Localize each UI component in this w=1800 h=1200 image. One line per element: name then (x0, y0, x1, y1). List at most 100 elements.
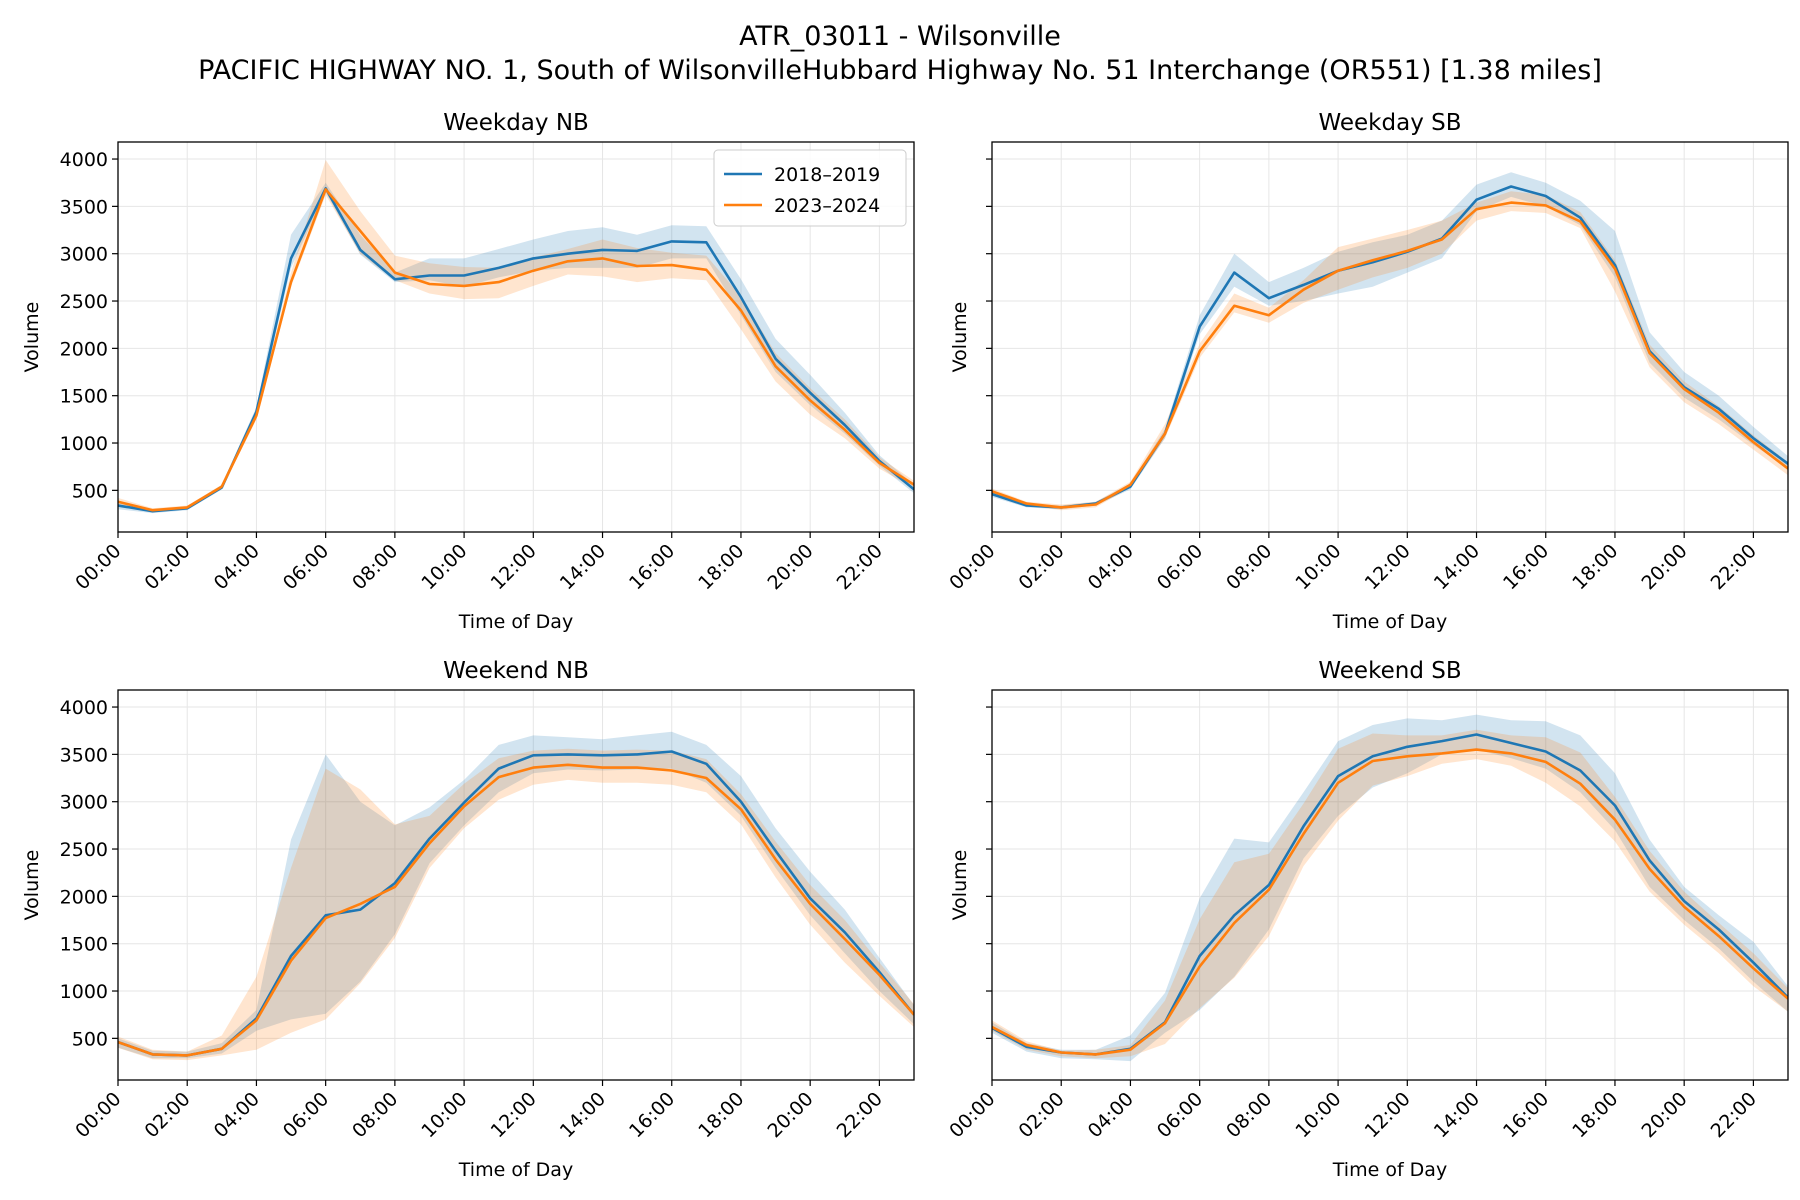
axes-frame (117, 141, 915, 533)
y-tick-label: 2000 (60, 886, 108, 908)
x-axis-label: Time of Day (458, 1159, 573, 1181)
band-2023–2024 (992, 191, 1788, 511)
y-tick-label: 500 (72, 1028, 108, 1050)
band-2023–2024 (118, 748, 914, 1061)
x-axis-label: Time of Day (1332, 611, 1447, 633)
series-line-2023–2024 (118, 188, 914, 512)
axes-frame (117, 689, 915, 1081)
axes-frame (991, 141, 1789, 533)
subplot-title: Weekend SB (1318, 658, 1461, 684)
x-tick-label: 14:00 (556, 1088, 610, 1142)
x-tick-label: 16:00 (1499, 1088, 1553, 1142)
x-tick-label: 10:00 (1291, 540, 1345, 594)
x-tick-label: 00:00 (945, 1088, 999, 1142)
series-line-2018–2019 (118, 187, 914, 513)
y-axis-label: Volume (21, 850, 43, 921)
x-axis-label: Time of Day (1332, 1159, 1447, 1181)
x-tick-label: 18:00 (1568, 1088, 1622, 1142)
x-tick-label: 18:00 (694, 1088, 748, 1142)
y-tick-label: 2500 (60, 839, 108, 861)
x-tick-label: 08:00 (348, 540, 402, 594)
x-tick-label: 04:00 (1084, 540, 1138, 594)
axes-frame (991, 689, 1789, 1081)
x-tick-label: 08:00 (348, 1088, 402, 1142)
x-tick-label: 18:00 (1568, 540, 1622, 594)
subplot-title: Weekday SB (1318, 110, 1461, 136)
x-tick-label: 16:00 (1499, 540, 1553, 594)
y-axis-label: Volume (949, 302, 971, 373)
band-2023–2024 (992, 729, 1788, 1059)
x-tick-label: 00:00 (945, 540, 999, 594)
series-line-2023–2024 (118, 763, 914, 1057)
x-tick-label: 12:00 (1361, 540, 1415, 594)
x-tick-label: 16:00 (625, 540, 679, 594)
x-axis-label: Time of Day (458, 611, 573, 633)
subplot-weekend-sb: 00:00 02:00 04:00 06:00 08:00 10:00 12:00 14:00… (945, 658, 1789, 1181)
x-tick-label: 20:00 (1637, 1088, 1691, 1142)
x-tick-label: 00:00 (71, 540, 125, 594)
y-tick-label: 4000 (60, 697, 108, 719)
legend-label: 2023–2024 (774, 195, 880, 217)
band-2018–2019 (992, 172, 1788, 510)
x-tick-label: 14:00 (556, 540, 610, 594)
x-tick-label: 02:00 (1014, 540, 1068, 594)
x-tick-label: 20:00 (1637, 540, 1691, 594)
x-tick-label: 14:00 (1430, 1088, 1484, 1142)
y-tick-label: 1500 (60, 934, 108, 956)
x-tick-label: 12:00 (487, 1088, 541, 1142)
legend-label: 2018–2019 (774, 164, 880, 186)
x-tick-label: 22:00 (1707, 540, 1761, 594)
x-tick-label: 06:00 (279, 1088, 333, 1142)
x-tick-label: 14:00 (1430, 540, 1484, 594)
band-2018–2019 (118, 182, 914, 514)
x-tick-label: 02:00 (140, 540, 194, 594)
x-tick-label: 20:00 (763, 1088, 817, 1142)
y-axis-label: Volume (949, 850, 971, 921)
y-tick-label: 500 (72, 480, 108, 502)
subplot-weekday-nb: 500 1000 1500 2000 2500 3000 3500 4000 00:00 02:0… (21, 110, 915, 633)
x-tick-label: 22:00 (833, 540, 887, 594)
legend: 2018–2019 2023–2024 (713, 149, 907, 227)
x-tick-label: 10:00 (417, 1088, 471, 1142)
x-tick-label: 12:00 (1361, 1088, 1415, 1142)
x-tick-label: 12:00 (487, 540, 541, 594)
x-tick-label: 00:00 (71, 1088, 125, 1142)
y-tick-label: 1500 (60, 386, 108, 408)
y-tick-label: 1000 (60, 433, 108, 455)
y-tick-label: 4000 (60, 149, 108, 171)
legend-box (713, 149, 907, 227)
y-tick-label: 2000 (60, 338, 108, 360)
y-tick-label: 3000 (60, 244, 108, 266)
y-tick-label: 2500 (60, 291, 108, 313)
x-tick-label: 04:00 (210, 1088, 264, 1142)
band-2018–2019 (118, 731, 914, 1059)
subplot-weekend-nb: 500 1000 1500 2000 2500 3000 3500 4000 00:00 02:0… (21, 658, 915, 1181)
x-tick-label: 18:00 (694, 540, 748, 594)
x-tick-label: 22:00 (833, 1088, 887, 1142)
subplot-title: Weekday NB (443, 110, 589, 136)
figure-title: ATR_03011 - Wilsonville PACIFIC HIGHWAY … (0, 20, 1800, 88)
x-tick-label: 20:00 (763, 540, 817, 594)
x-tick-label: 22:00 (1707, 1088, 1761, 1142)
y-tick-label: 3000 (60, 792, 108, 814)
y-tick-label: 3500 (60, 744, 108, 766)
x-tick-label: 02:00 (1014, 1088, 1068, 1142)
y-axis-label: Volume (21, 302, 43, 373)
x-tick-label: 06:00 (1153, 540, 1207, 594)
x-tick-label: 04:00 (210, 540, 264, 594)
subplot-title: Weekend NB (443, 658, 589, 684)
x-tick-label: 02:00 (140, 1088, 194, 1142)
figure-title-line2: PACIFIC HIGHWAY NO. 1, South of Wilsonvi… (198, 55, 1602, 86)
x-tick-label: 06:00 (1153, 1088, 1207, 1142)
x-tick-label: 06:00 (279, 540, 333, 594)
x-tick-label: 08:00 (1222, 1088, 1276, 1142)
x-tick-label: 10:00 (417, 540, 471, 594)
subplot-weekday-sb: 00:00 02:00 04:00 06:00 08:00 10:00 12:00 14:00… (945, 110, 1789, 633)
figure-title-line1: ATR_03011 - Wilsonville (739, 21, 1061, 52)
y-tick-label: 3500 (60, 196, 108, 218)
x-tick-label: 08:00 (1222, 540, 1276, 594)
series-line-2023–2024 (992, 748, 1788, 1056)
series-line-2023–2024 (992, 201, 1788, 509)
